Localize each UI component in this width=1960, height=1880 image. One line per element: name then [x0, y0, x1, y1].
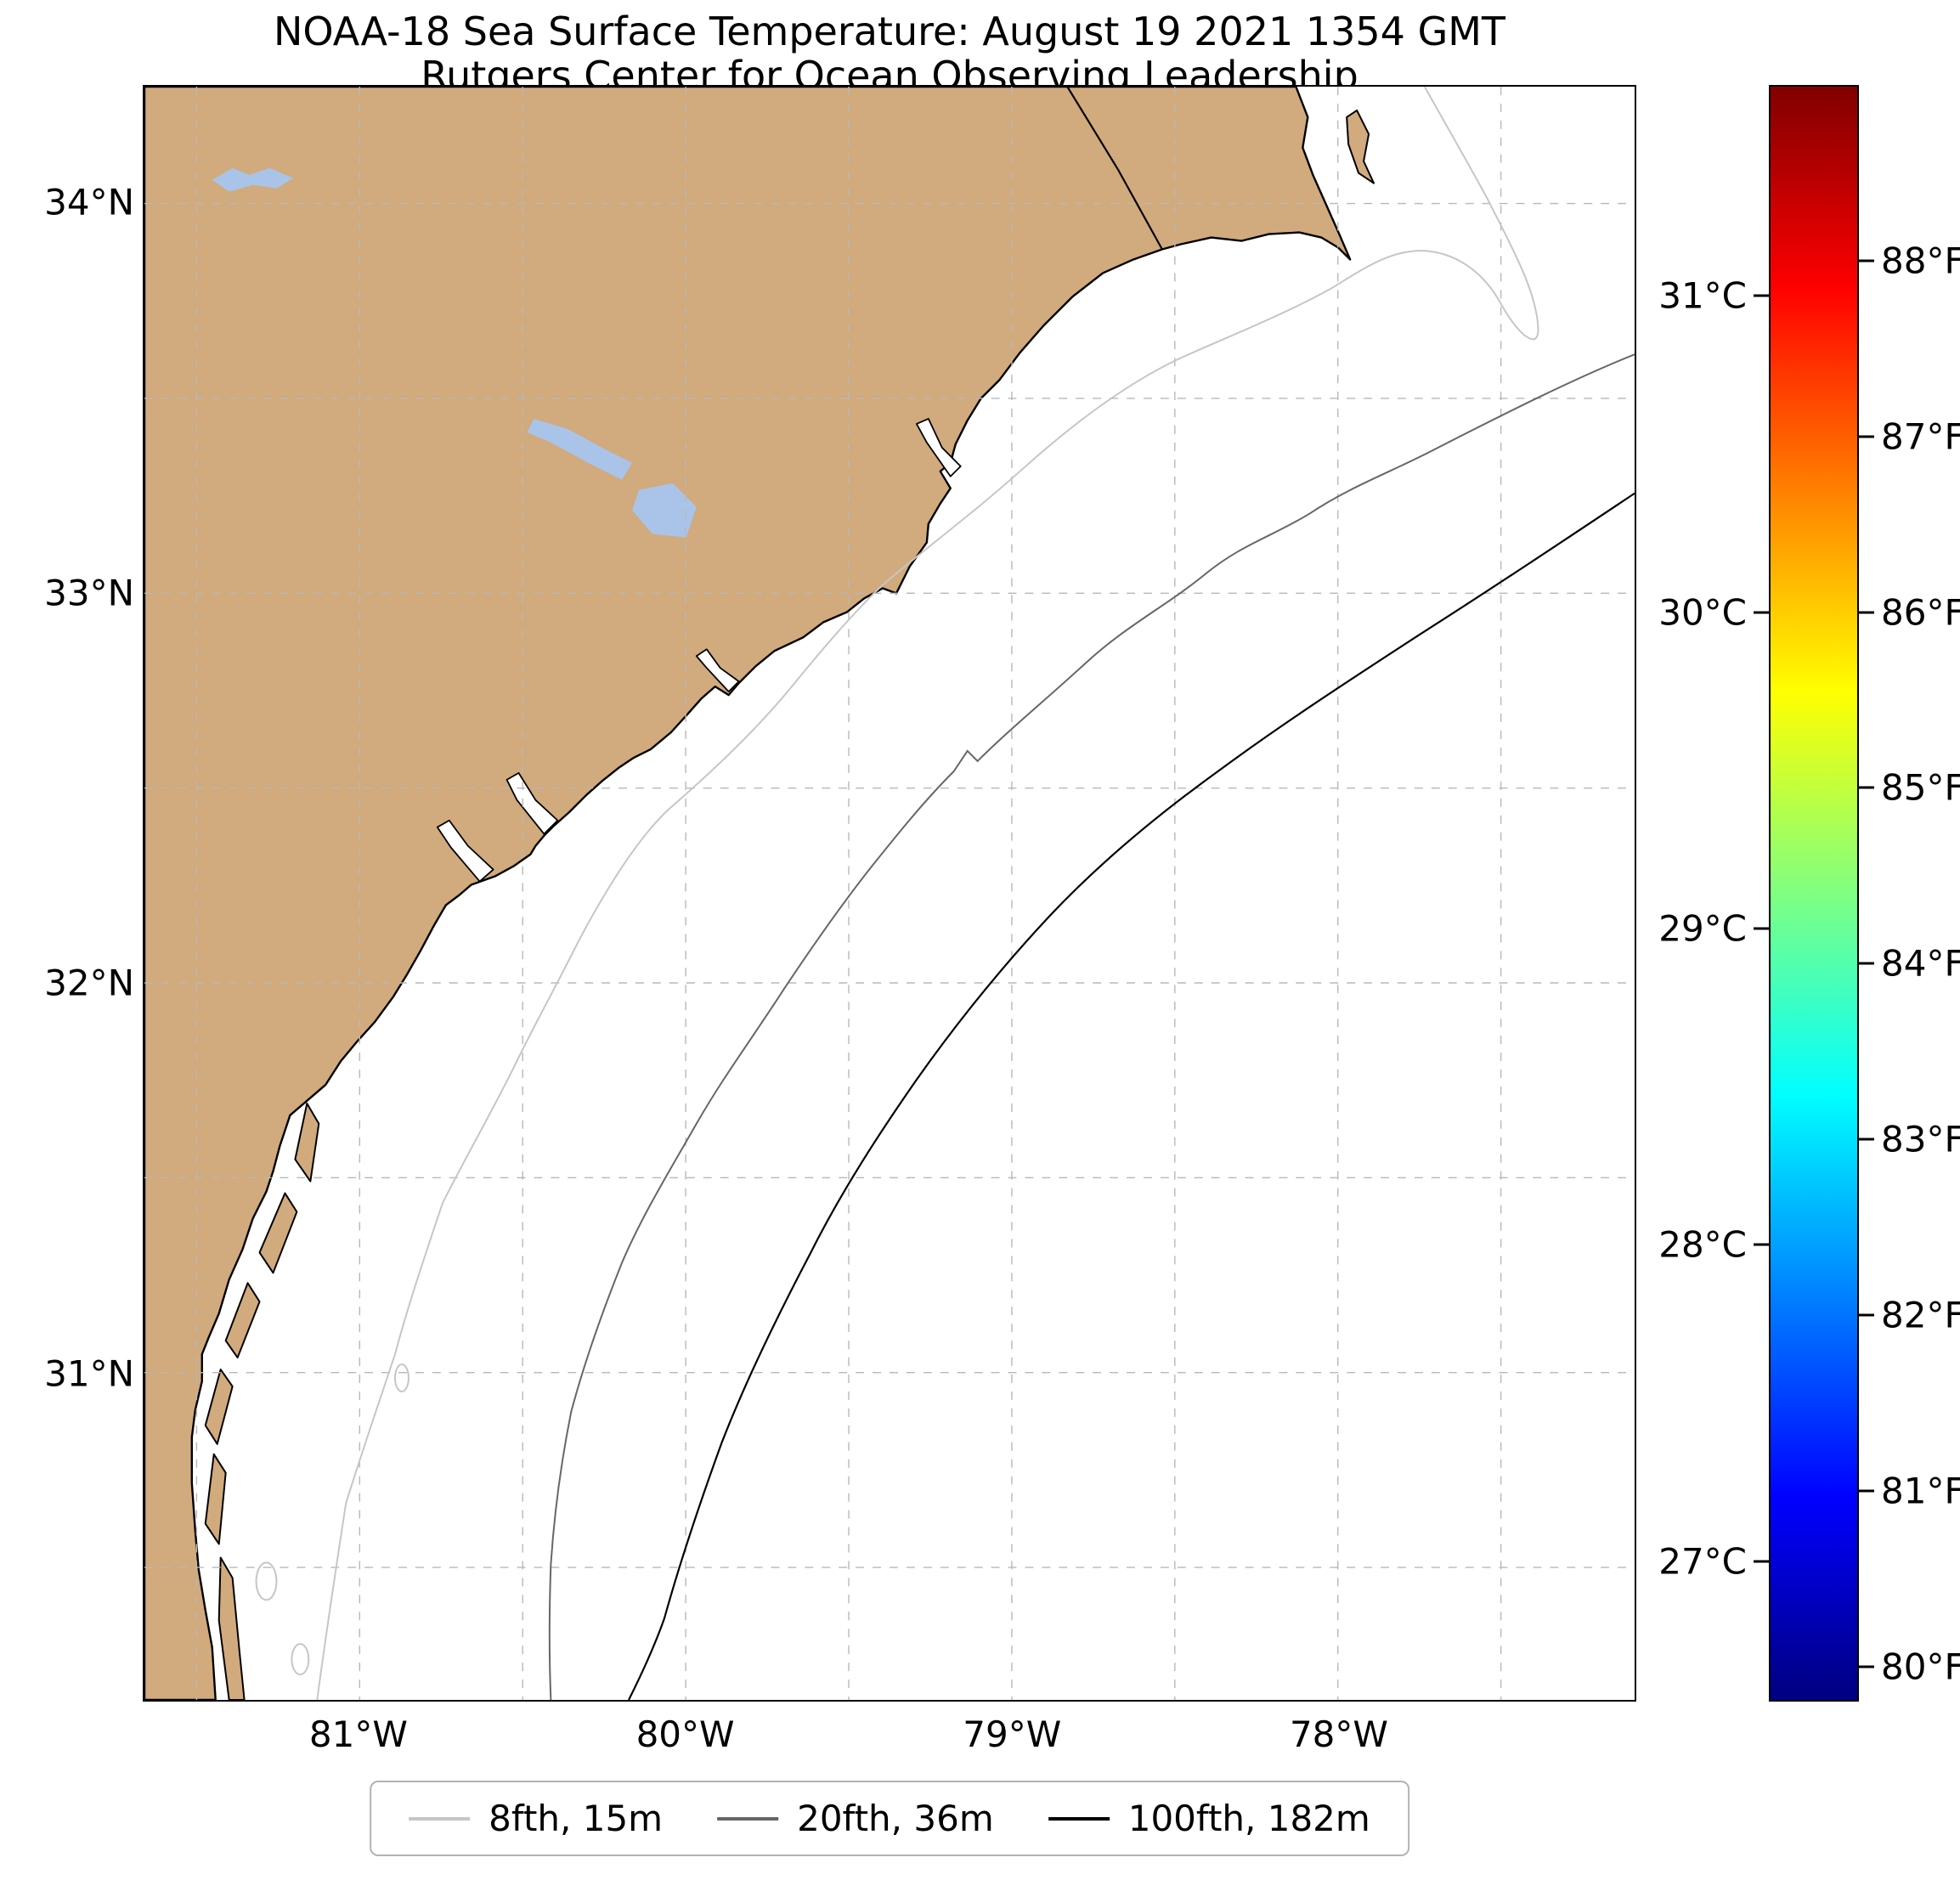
lat-tick-label: 34°N [44, 181, 134, 223]
legend-item-label: 100fth, 182m [1127, 1798, 1370, 1839]
legend-item-label: 20fth, 36m [797, 1798, 994, 1839]
legend-item-label: 8fth, 15m [489, 1798, 664, 1839]
lon-tick-label: 80°W [635, 1713, 735, 1755]
lake-moultrie [632, 483, 697, 538]
colorbar-tick-mark-f [1859, 1138, 1874, 1141]
legend-line-swatch [717, 1816, 779, 1821]
colorbar [1769, 85, 1859, 1702]
contour-100fth-182m [628, 492, 1635, 1700]
colorbar-tick-mark-f [1859, 1489, 1874, 1493]
map-plot [143, 85, 1636, 1702]
colorbar-tick-label-f: 84°F [1881, 942, 1960, 985]
legend-line-swatch [1048, 1816, 1110, 1821]
lon-tick-label: 79°W [963, 1713, 1062, 1755]
colorbar-tick-mark-f [1859, 962, 1874, 965]
colorbar-tick-mark-f [1859, 1665, 1874, 1668]
legend: 8fth, 15m 20fth, 36m 100fth, 182m [370, 1781, 1409, 1856]
island-south-strip [217, 1556, 246, 1700]
colorbar-tick-mark-f [1859, 786, 1874, 789]
island-st-catherines [294, 1102, 320, 1183]
colorbar-tick-mark-f [1859, 259, 1874, 263]
colorbar-tick-mark-c [1754, 927, 1769, 930]
lake-marion [527, 418, 633, 480]
contour-8fth-15m [316, 87, 1539, 1700]
colorbar-tick-label-f: 85°F [1881, 766, 1960, 809]
colorbar-tick-label-f: 87°F [1881, 415, 1960, 458]
colorbar-tick-label-c: 30°C [1658, 591, 1747, 634]
legend-line-swatch [409, 1816, 471, 1821]
colorbar-tick-mark-c [1754, 294, 1769, 297]
title-line1: NOAA-18 Sea Surface Temperature: August … [273, 8, 1505, 54]
colorbar-tick-label-c: 31°C [1658, 274, 1747, 317]
lat-tick-label: 33°N [44, 572, 134, 614]
colorbar-tick-mark-f [1859, 435, 1874, 438]
contour-20fth-36m [548, 353, 1635, 1700]
legend-item: 20fth, 36m [717, 1798, 994, 1839]
gridlines [144, 87, 1635, 1700]
map-svg [144, 87, 1635, 1700]
island-st-simons [224, 1282, 261, 1359]
colorbar-tick-label-f: 81°F [1881, 1470, 1960, 1512]
lat-tick-label: 32°N [44, 962, 134, 1004]
estuary-winyah-bay [915, 418, 962, 477]
colorbar-tick-mark-f [1859, 1313, 1874, 1317]
colorbar-tick-label-c: 28°C [1658, 1223, 1747, 1266]
lat-tick-label: 31°N [44, 1352, 134, 1395]
contour-8fth-shoal-1 [255, 1561, 278, 1601]
colorbar-tick-label-f: 83°F [1881, 1118, 1960, 1160]
lon-tick-label: 78°W [1289, 1713, 1388, 1755]
colorbar-tick-mark-c [1754, 611, 1769, 614]
colorbar-tick-label-f: 88°F [1881, 240, 1960, 282]
colorbar-tick-mark-c [1754, 1243, 1769, 1246]
lake-murray [212, 167, 294, 192]
legend-item: 8fth, 15m [409, 1798, 663, 1839]
colorbar-tick-label-f: 80°F [1881, 1646, 1960, 1688]
estuary-charleston-harbor [695, 648, 740, 693]
land-mainland [144, 87, 1352, 1700]
figure-title: NOAA-18 Sea Surface Temperature: August … [143, 8, 1636, 98]
island-amelia [204, 1453, 227, 1545]
lon-tick-label: 81°W [308, 1713, 408, 1755]
colorbar-tick-label-f: 82°F [1881, 1294, 1960, 1336]
contour-8fth-shoal-2 [291, 1643, 310, 1676]
colorbar-tick-label-c: 27°C [1658, 1540, 1747, 1583]
island-sapelo [258, 1192, 298, 1274]
colorbar-tick-label-f: 86°F [1881, 591, 1960, 634]
colorbar-tick-label-c: 29°C [1658, 907, 1747, 950]
colorbar-tick-mark-c [1754, 1560, 1769, 1563]
legend-item: 100fth, 182m [1048, 1798, 1370, 1839]
island-cumberland [204, 1369, 234, 1445]
contour-8fth-shoal-3 [393, 1363, 410, 1392]
island-cape-fear-spit [1346, 109, 1375, 184]
colorbar-tick-mark-f [1859, 611, 1874, 614]
estuary-port-royal-sound [436, 819, 494, 883]
state-border-line [1066, 87, 1163, 251]
